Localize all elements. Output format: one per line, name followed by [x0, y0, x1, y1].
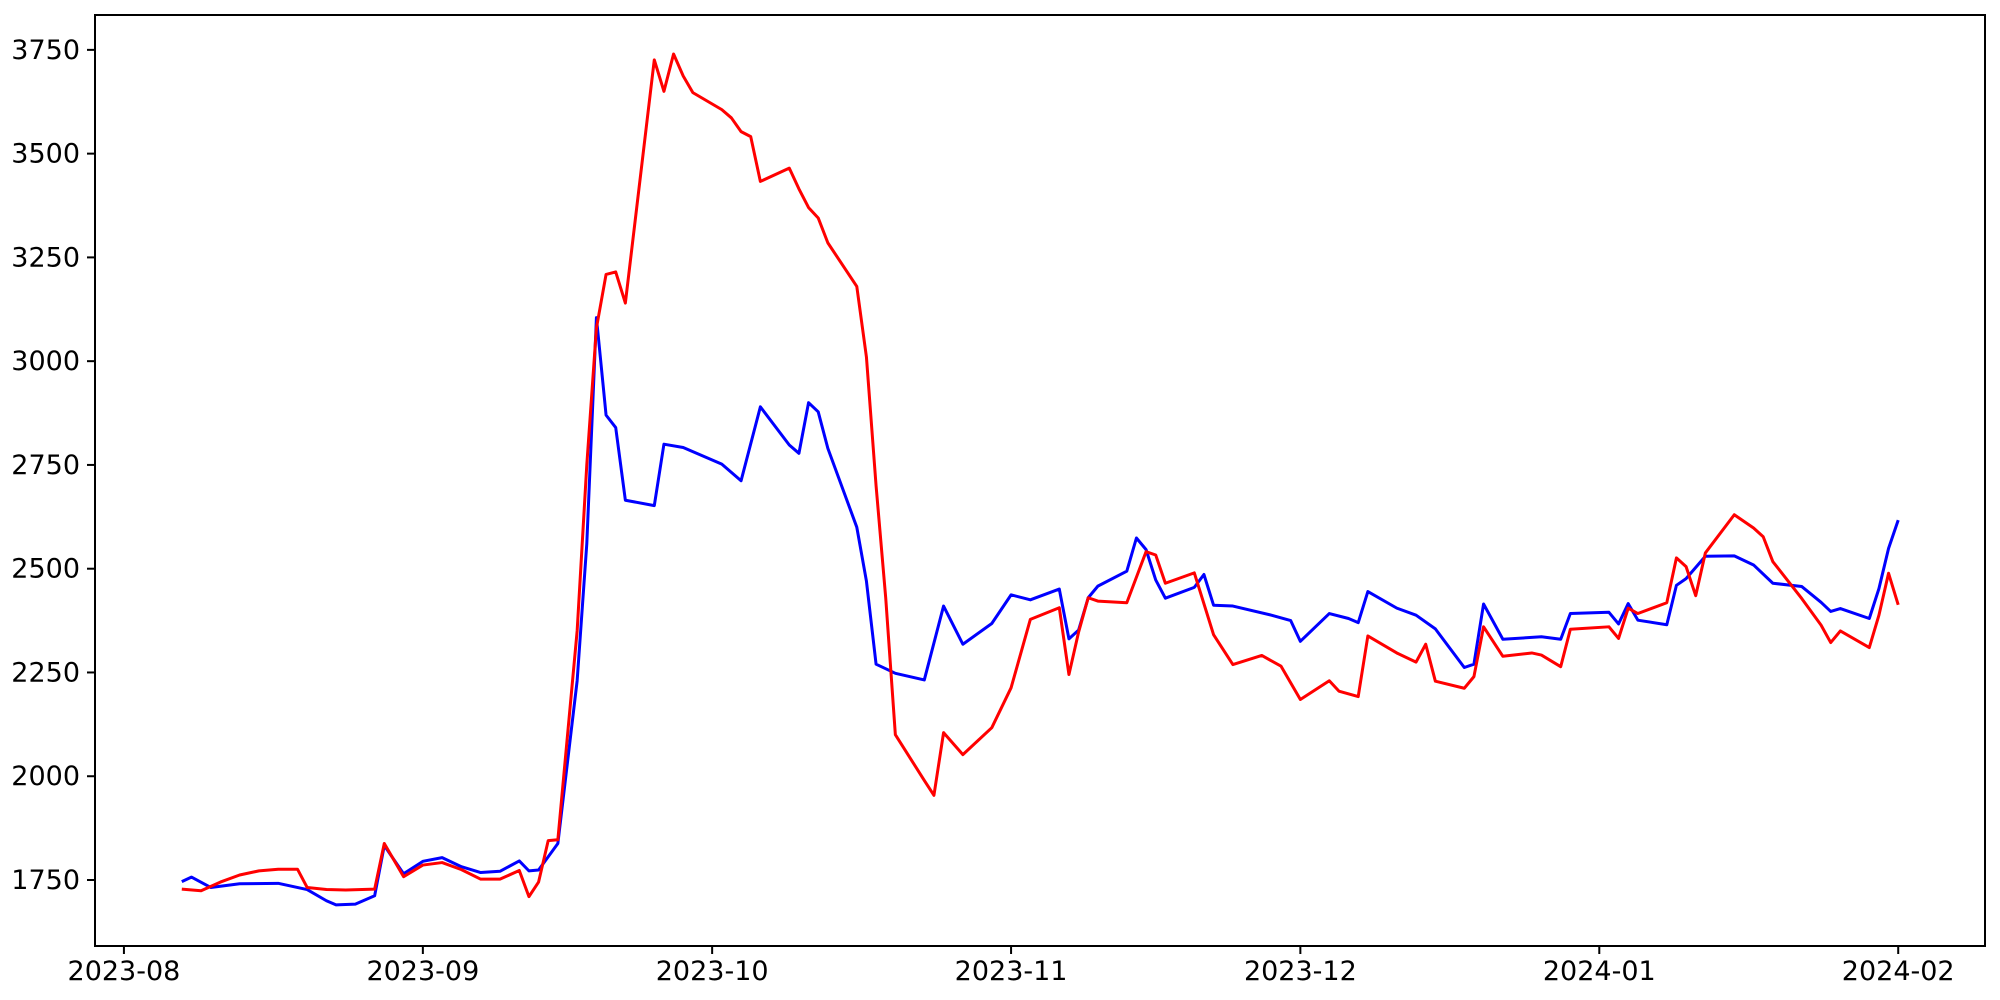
x-tick-label: 2023-09	[366, 956, 479, 987]
y-tick-label: 2250	[11, 657, 80, 688]
x-tick-label: 2023-08	[68, 956, 181, 987]
y-tick-label: 2500	[11, 554, 80, 585]
x-tick-label: 2023-10	[656, 956, 769, 987]
x-tick-label: 2023-12	[1244, 956, 1357, 987]
y-tick-label: 3750	[11, 35, 80, 66]
y-tick-label: 2000	[11, 761, 80, 792]
x-tick-label: 2024-02	[1842, 956, 1955, 987]
blue-series-line	[181, 316, 1900, 907]
y-tick-label: 3000	[11, 346, 80, 377]
x-tick-label: 2024-01	[1543, 956, 1656, 987]
plot-border	[94, 14, 1986, 947]
red-series-line	[181, 52, 1900, 899]
y-tick-label: 3250	[11, 242, 80, 273]
x-tick-label: 2023-11	[955, 956, 1068, 987]
y-tick-label: 1750	[11, 865, 80, 896]
y-tick-label: 3500	[11, 139, 80, 170]
y-tick-label: 2750	[11, 450, 80, 481]
